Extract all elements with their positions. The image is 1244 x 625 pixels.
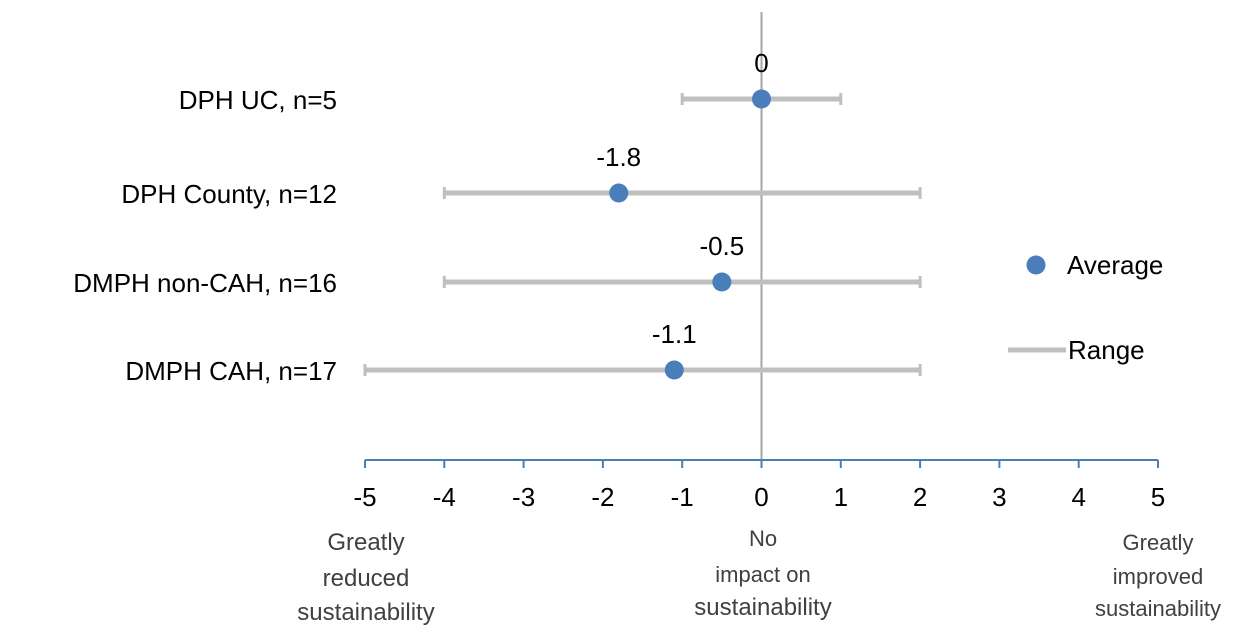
x-tick-label: 3 bbox=[992, 482, 1006, 512]
annotation-center: No bbox=[749, 526, 777, 551]
x-tick-label: -1 bbox=[671, 482, 694, 512]
x-tick-label: 1 bbox=[834, 482, 848, 512]
data-label: -1.1 bbox=[652, 319, 697, 349]
data-label: -0.5 bbox=[699, 231, 744, 261]
x-tick-label: 5 bbox=[1151, 482, 1165, 512]
x-tick-label: -5 bbox=[353, 482, 376, 512]
category-label: DMPH non-CAH, n=16 bbox=[73, 268, 337, 298]
average-point bbox=[752, 89, 771, 109]
annotation-right: sustainability bbox=[1095, 596, 1221, 621]
x-tick-label: 2 bbox=[913, 482, 927, 512]
average-point bbox=[609, 183, 629, 203]
legend-label-range: Range bbox=[1068, 335, 1145, 365]
annotation-right: improved bbox=[1113, 564, 1203, 589]
data-label: 0 bbox=[754, 48, 768, 78]
annotation-center: sustainability bbox=[694, 594, 831, 621]
legend-marker-average bbox=[1026, 255, 1046, 275]
x-tick-label: 0 bbox=[754, 482, 768, 512]
annotation-left: sustainability bbox=[297, 599, 434, 625]
annotation-center: impact on bbox=[715, 562, 810, 587]
category-label: DPH UC, n=5 bbox=[179, 85, 337, 115]
x-tick-label: -4 bbox=[433, 482, 456, 512]
x-tick-label: -3 bbox=[512, 482, 535, 512]
average-point bbox=[664, 360, 684, 380]
annotation-left: Greatly bbox=[327, 529, 404, 556]
legend-label-average: Average bbox=[1067, 250, 1163, 280]
annotation-left: reduced bbox=[323, 565, 410, 592]
annotation-right: Greatly bbox=[1123, 530, 1194, 555]
category-label: DPH County, n=12 bbox=[121, 179, 337, 209]
average-point bbox=[712, 272, 732, 292]
x-tick-label: -2 bbox=[591, 482, 614, 512]
x-tick-label: 4 bbox=[1071, 482, 1085, 512]
data-label: -1.8 bbox=[596, 142, 641, 172]
category-label: DMPH CAH, n=17 bbox=[125, 356, 337, 386]
